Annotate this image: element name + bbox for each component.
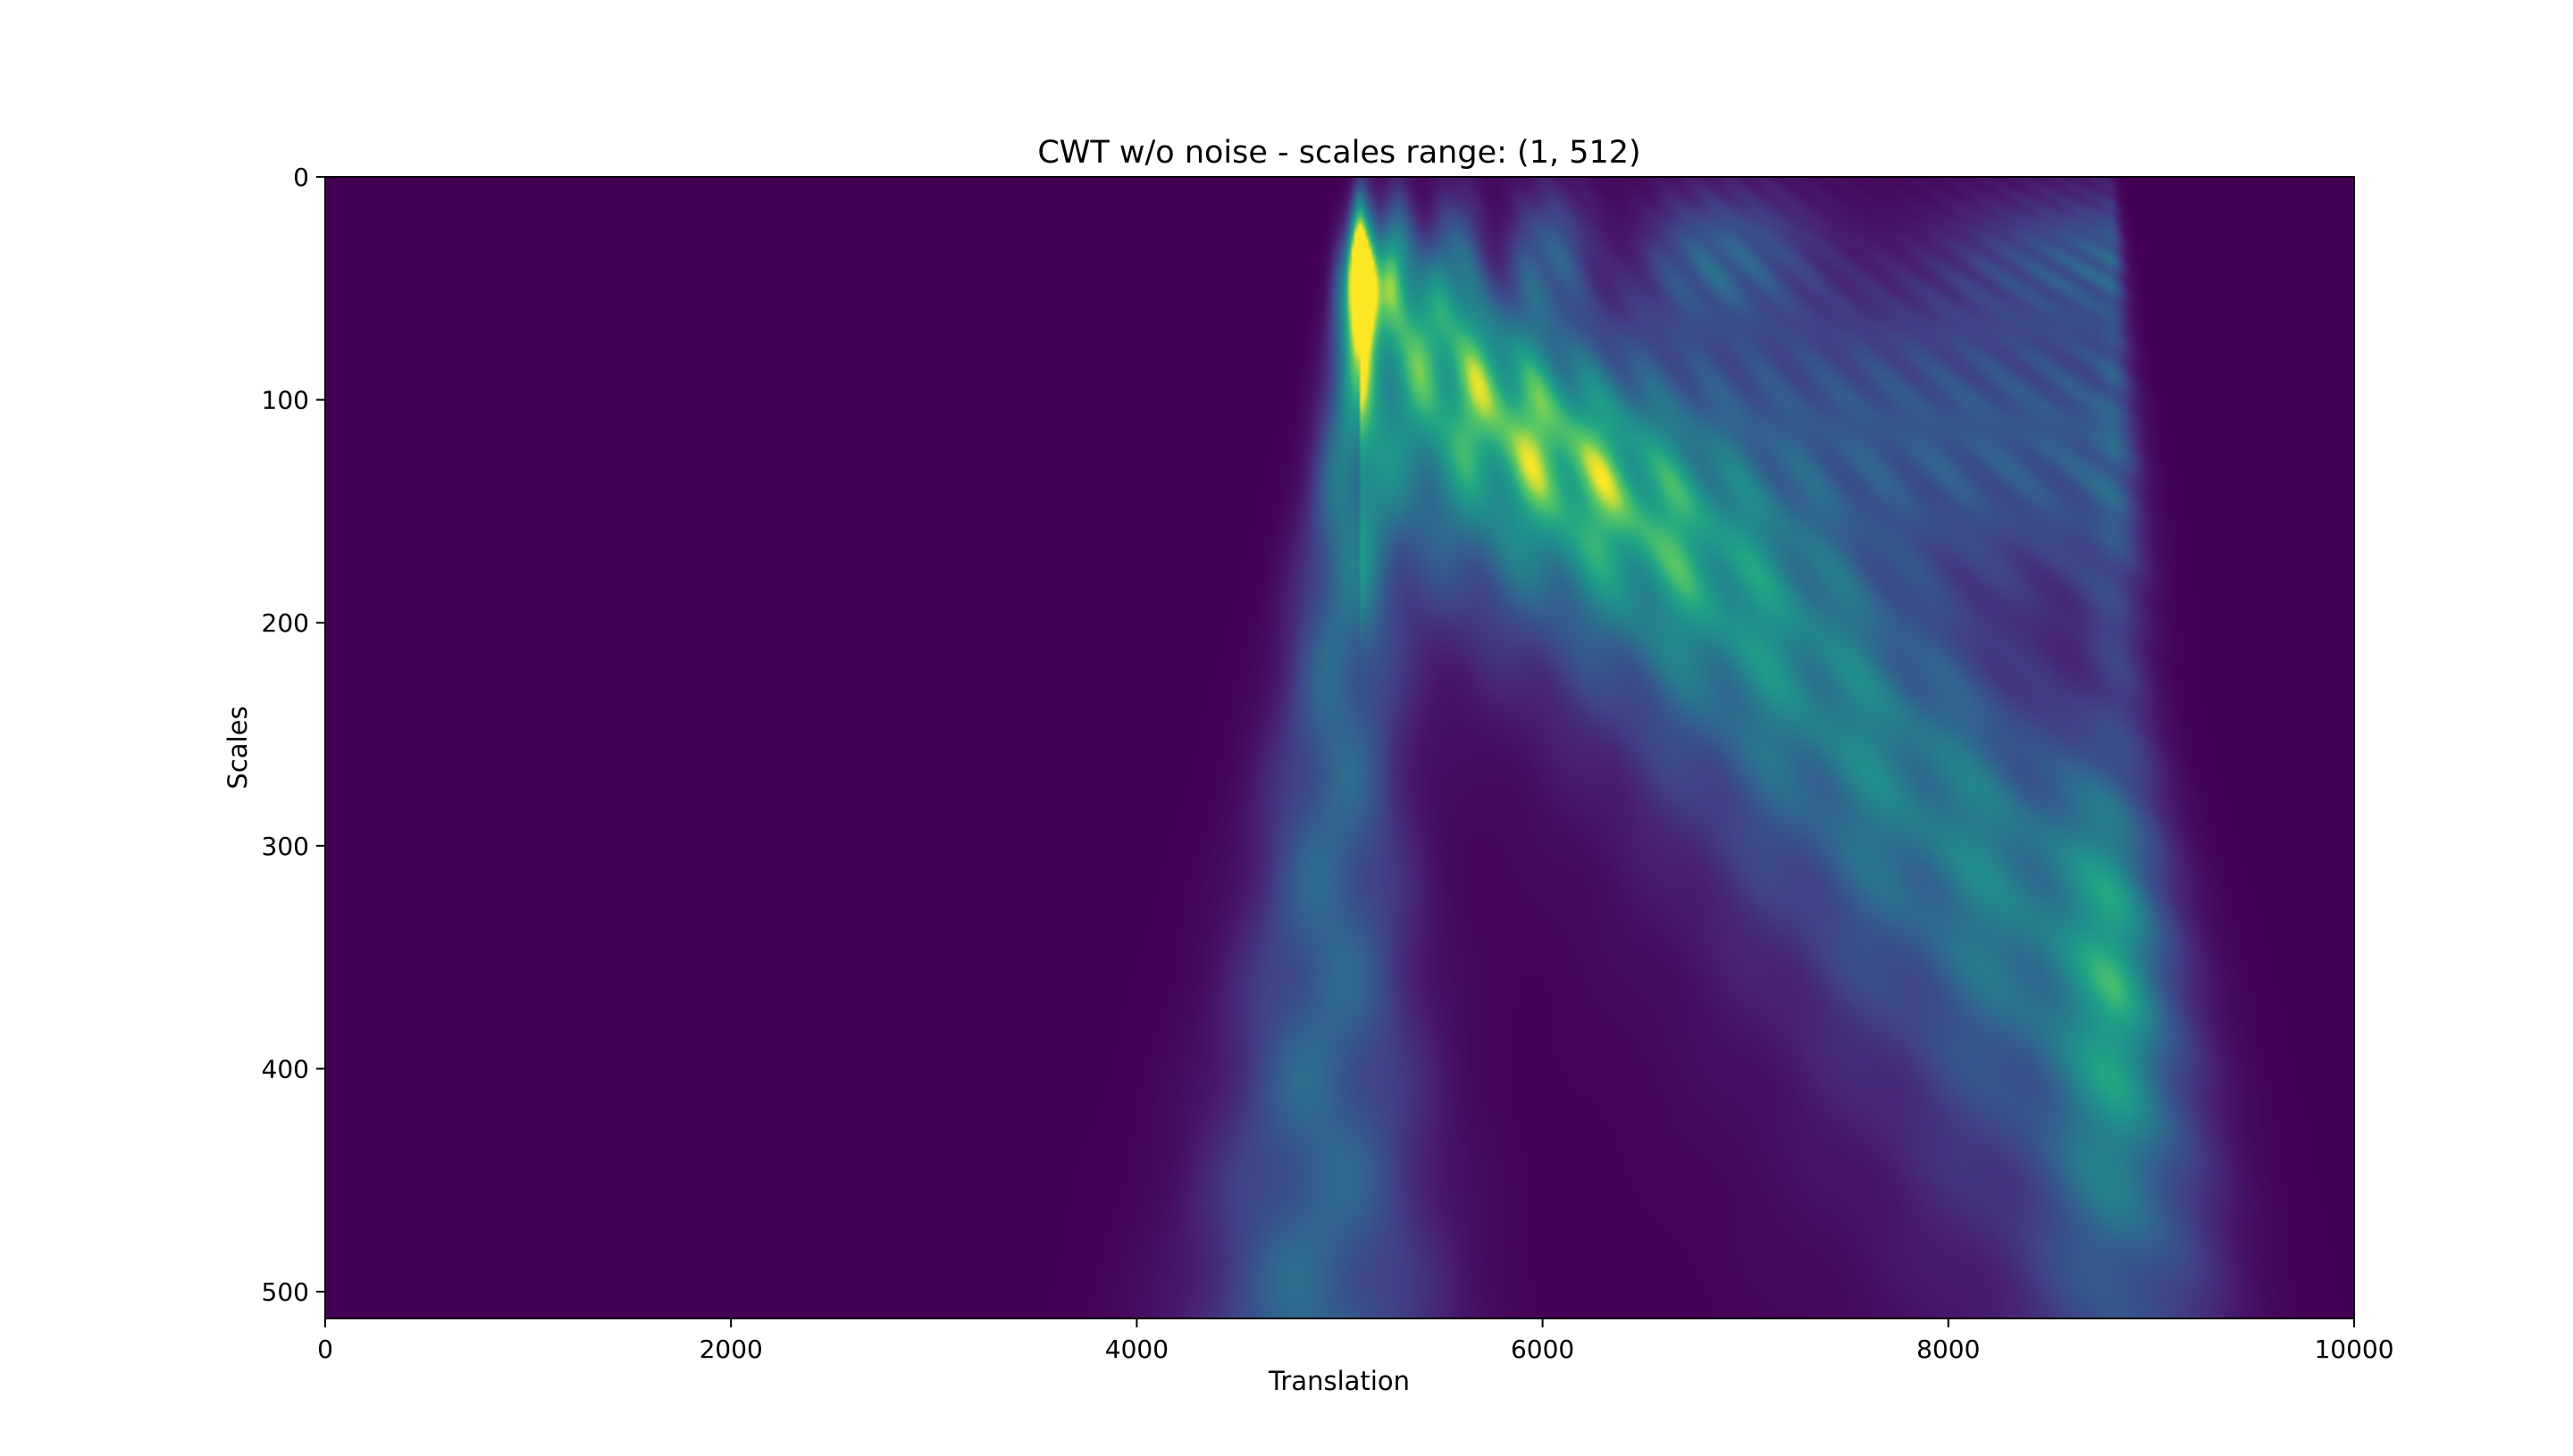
y-tick-label: 400 [262, 1054, 309, 1084]
y-axis-label: Scales [222, 706, 253, 789]
x-tick-label: 0 [317, 1335, 333, 1364]
x-tick-label: 6000 [1511, 1335, 1574, 1364]
y-tick-label: 100 [262, 386, 309, 415]
y-axis: 0 100 200 300 400 500 [262, 163, 325, 1307]
heatmap-image [325, 177, 2354, 1318]
x-axis-label: Translation [1268, 1366, 1410, 1396]
x-axis: 0 2000 4000 6000 8000 10000 [317, 1318, 2394, 1364]
chart-title: CWT w/o noise - scales range: (1, 512) [1037, 135, 1640, 171]
x-tick-label: 10000 [2314, 1335, 2393, 1364]
y-tick-label: 300 [262, 832, 309, 861]
plot-frame [324, 176, 2355, 1319]
y-tick-label: 500 [262, 1277, 309, 1307]
y-tick-label: 200 [262, 608, 309, 638]
x-tick-label: 2000 [700, 1335, 763, 1364]
x-tick-label: 4000 [1105, 1335, 1169, 1364]
x-tick-label: 8000 [1916, 1335, 1980, 1364]
y-tick-label: 0 [293, 163, 309, 192]
plot-area [324, 176, 2355, 1319]
